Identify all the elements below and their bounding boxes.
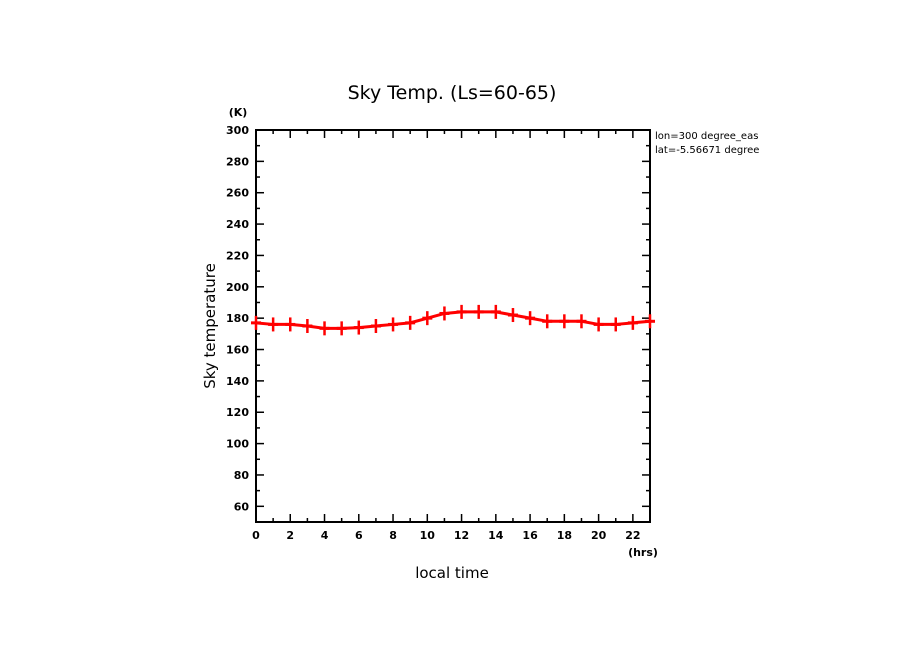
x-unit-label: (hrs) bbox=[628, 546, 658, 559]
data-point bbox=[645, 314, 655, 329]
y-tick-label: 260 bbox=[226, 187, 249, 200]
y-tick-label: 160 bbox=[226, 344, 249, 357]
data-point bbox=[353, 320, 364, 335]
x-tick-label: 2 bbox=[286, 529, 294, 542]
y-tick-label: 140 bbox=[226, 375, 249, 388]
y-tick-label: 60 bbox=[234, 500, 250, 513]
data-point bbox=[422, 311, 433, 326]
data-point bbox=[542, 314, 553, 329]
x-tick-label: 16 bbox=[522, 529, 538, 542]
data-point bbox=[336, 321, 347, 336]
x-tick-label: 0 bbox=[252, 529, 260, 542]
y-tick-label: 280 bbox=[226, 155, 249, 168]
x-tick-label: 10 bbox=[420, 529, 436, 542]
x-tick-label: 14 bbox=[488, 529, 504, 542]
data-point bbox=[593, 317, 604, 332]
y-tick-label: 80 bbox=[234, 469, 250, 482]
x-tick-label: 12 bbox=[454, 529, 469, 542]
data-point bbox=[576, 314, 587, 329]
y-tick-label: 300 bbox=[226, 124, 249, 137]
data-point bbox=[473, 304, 484, 319]
chart-title: Sky Temp. (Ls=60-65) bbox=[348, 82, 557, 104]
annotation-lon: lon=300 degree_eas bbox=[655, 131, 758, 142]
data-point bbox=[507, 308, 518, 323]
data-point bbox=[251, 315, 261, 330]
series-line bbox=[255, 310, 651, 330]
x-tick-label: 22 bbox=[625, 529, 640, 542]
x-tick-label: 8 bbox=[389, 529, 397, 542]
data-point bbox=[302, 319, 313, 333]
data-point bbox=[319, 321, 330, 336]
data-point bbox=[525, 311, 536, 326]
x-tick-label: 6 bbox=[355, 529, 363, 542]
y-axis-label: Sky temperature bbox=[201, 263, 219, 389]
data-point bbox=[405, 315, 416, 330]
y-tick-label: 240 bbox=[226, 218, 249, 231]
y-tick-label: 100 bbox=[226, 438, 249, 451]
data-point bbox=[388, 317, 399, 332]
annotation-lat: lat=-5.56671 degree bbox=[655, 145, 759, 156]
x-tick-label: 4 bbox=[321, 529, 329, 542]
x-axis-label: local time bbox=[415, 564, 489, 582]
data-point bbox=[627, 315, 638, 330]
y-tick-label: 120 bbox=[226, 406, 249, 419]
x-tick-label: 18 bbox=[557, 529, 572, 542]
data-point bbox=[370, 319, 381, 333]
y-tick-label: 180 bbox=[226, 312, 249, 325]
x-tick-label: 20 bbox=[591, 529, 607, 542]
y-tick-label: 220 bbox=[226, 249, 249, 262]
data-point bbox=[559, 314, 570, 329]
data-point bbox=[490, 304, 501, 319]
y-tick-label: 200 bbox=[226, 281, 249, 294]
data-point bbox=[439, 306, 450, 321]
data-point bbox=[285, 317, 296, 332]
data-point bbox=[456, 304, 467, 319]
y-unit-label: (K) bbox=[229, 106, 248, 119]
data-point bbox=[268, 317, 279, 332]
data-point bbox=[610, 317, 621, 332]
